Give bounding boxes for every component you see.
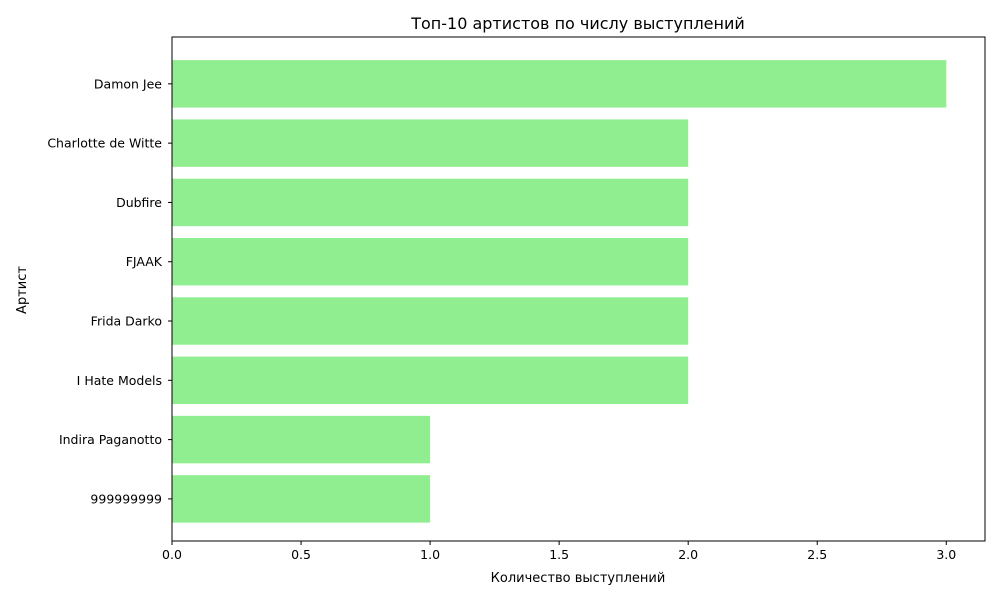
y-tick-label: Damon Jee bbox=[94, 76, 162, 91]
y-axis-label: Артист bbox=[15, 266, 30, 314]
x-tick-label: 1.0 bbox=[420, 547, 440, 562]
x-tick-label: 0.5 bbox=[291, 547, 311, 562]
x-tick-label: 3.0 bbox=[936, 547, 956, 562]
y-axis-ticks: Damon Jee Charlotte de Witte Dubfire FJAAK… bbox=[47, 76, 172, 506]
bar bbox=[172, 297, 689, 345]
bar bbox=[172, 238, 689, 286]
bar bbox=[172, 356, 689, 405]
y-tick-label: FJAAK bbox=[126, 254, 163, 269]
x-tick-label: 2.5 bbox=[807, 547, 827, 562]
y-tick-label: Charlotte de Witte bbox=[47, 136, 162, 151]
bar bbox=[172, 119, 689, 167]
x-tick-label: 0.0 bbox=[162, 547, 182, 562]
bar bbox=[172, 60, 947, 108]
bar bbox=[172, 475, 431, 523]
x-axis-ticks: 0.0 0.5 1.0 1.5 2.0 2.5 3.0 bbox=[162, 541, 956, 562]
x-tick-label: 1.5 bbox=[549, 547, 569, 562]
y-tick-label: I Hate Models bbox=[77, 373, 162, 388]
y-tick-label: Frida Darko bbox=[91, 314, 162, 329]
plot-frame bbox=[171, 36, 986, 542]
x-tick-label: 2.0 bbox=[678, 547, 698, 562]
bar bbox=[172, 415, 431, 464]
chart-title: Топ-10 артистов по числу выступлений bbox=[410, 14, 745, 33]
y-tick-label: 999999999 bbox=[90, 491, 162, 506]
bars-group bbox=[172, 60, 947, 523]
bar bbox=[172, 178, 689, 227]
y-tick-label: Indira Paganotto bbox=[59, 432, 162, 447]
x-axis-label: Количество выступлений bbox=[491, 571, 666, 586]
y-tick-label: Dubfire bbox=[116, 195, 162, 210]
